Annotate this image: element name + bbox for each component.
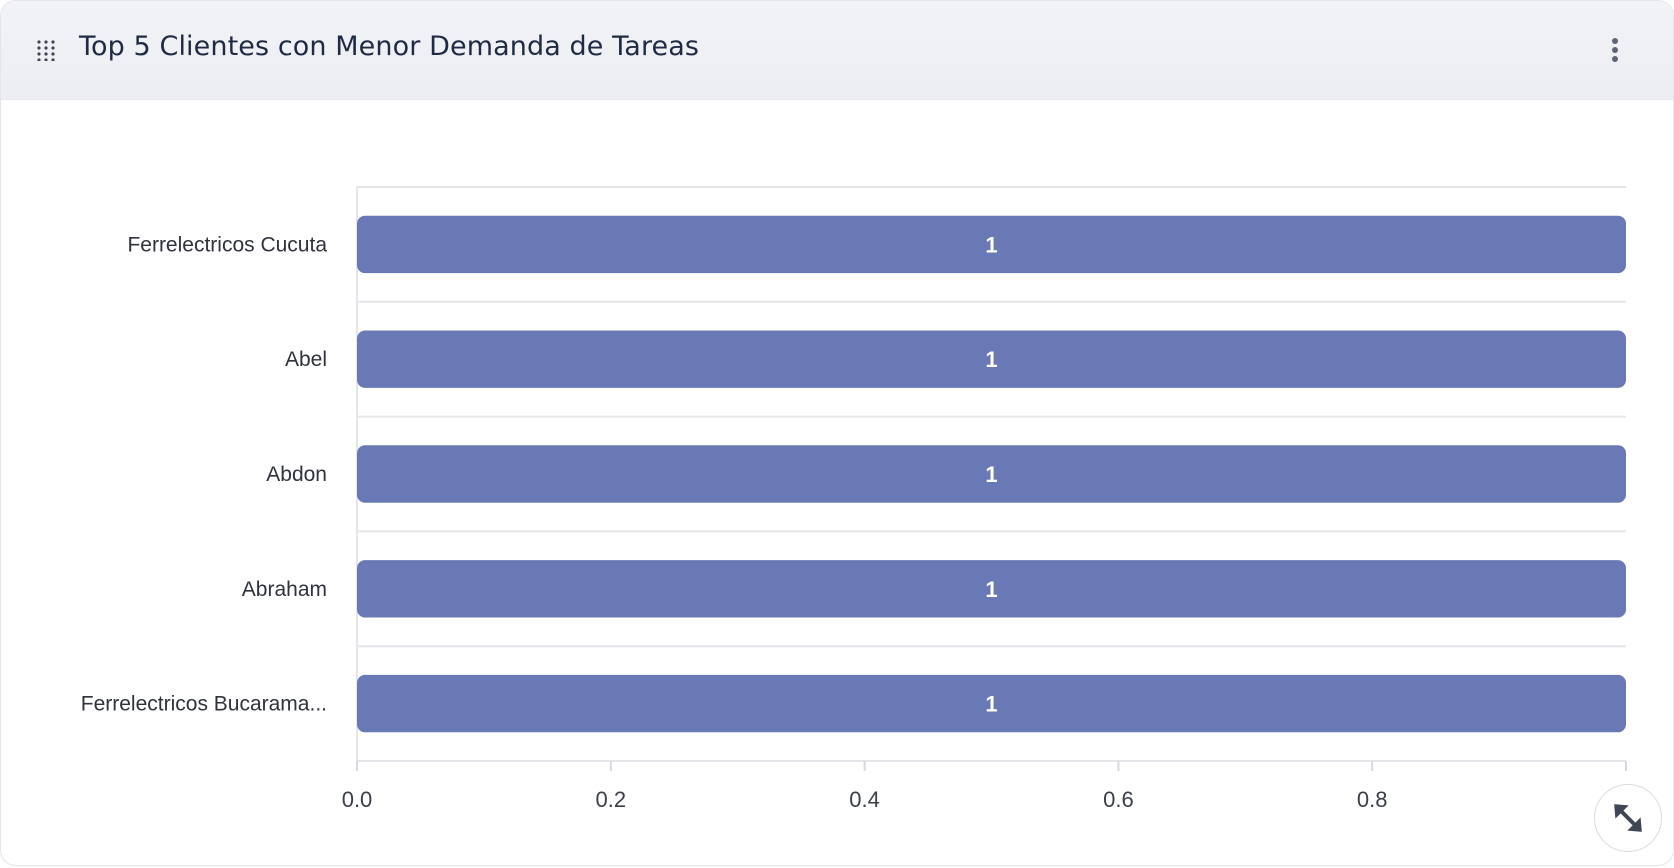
x-tick-label: 0.4 — [849, 787, 880, 812]
bar — [357, 445, 1626, 503]
x-tick-label: 0.8 — [1357, 787, 1388, 812]
bar — [357, 330, 1626, 388]
bar — [357, 674, 1626, 733]
expand-arrows-icon — [1614, 804, 1642, 832]
category-label: Abraham — [242, 578, 327, 601]
x-tick-label: 0.0 — [342, 787, 373, 812]
x-tick-label: 0.6 — [1103, 787, 1134, 812]
bar-data-label: 1 — [985, 462, 997, 487]
bar-data-label: 1 — [985, 577, 997, 602]
bar-data-label: 1 — [985, 232, 997, 257]
category-label: Ferrelectricos Bucarama... — [81, 693, 327, 716]
category-label: Abel — [285, 348, 327, 371]
card-header: Top 5 Clientes con Menor Demanda de Tare… — [1, 1, 1673, 100]
bar — [357, 560, 1626, 618]
bar-data-label: 1 — [985, 347, 997, 372]
bar-chart: 0.0 0.2 0.4 0.6 0.8 1 Ferrelectricos Cucuta 1 Ab… — [81, 186, 1627, 812]
x-tick-label: 0.2 — [596, 787, 627, 812]
grip-icon[interactable] — [36, 39, 56, 61]
expand-button[interactable] — [1594, 784, 1662, 852]
chart-title: Top 5 Clientes con Menor Demanda de Tare… — [79, 31, 700, 62]
category-label: Abdon — [266, 463, 327, 486]
more-vertical-icon[interactable] — [1603, 35, 1627, 65]
category-label: Ferrelectricos Cucuta — [127, 233, 327, 256]
bar — [357, 215, 1626, 274]
bar-data-label: 1 — [985, 692, 997, 717]
